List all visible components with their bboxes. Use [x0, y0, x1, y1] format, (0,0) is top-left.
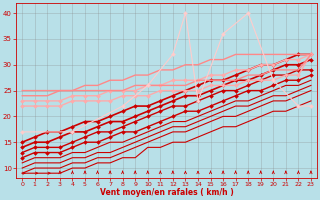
X-axis label: Vent moyen/en rafales ( km/h ): Vent moyen/en rafales ( km/h ): [100, 188, 234, 197]
